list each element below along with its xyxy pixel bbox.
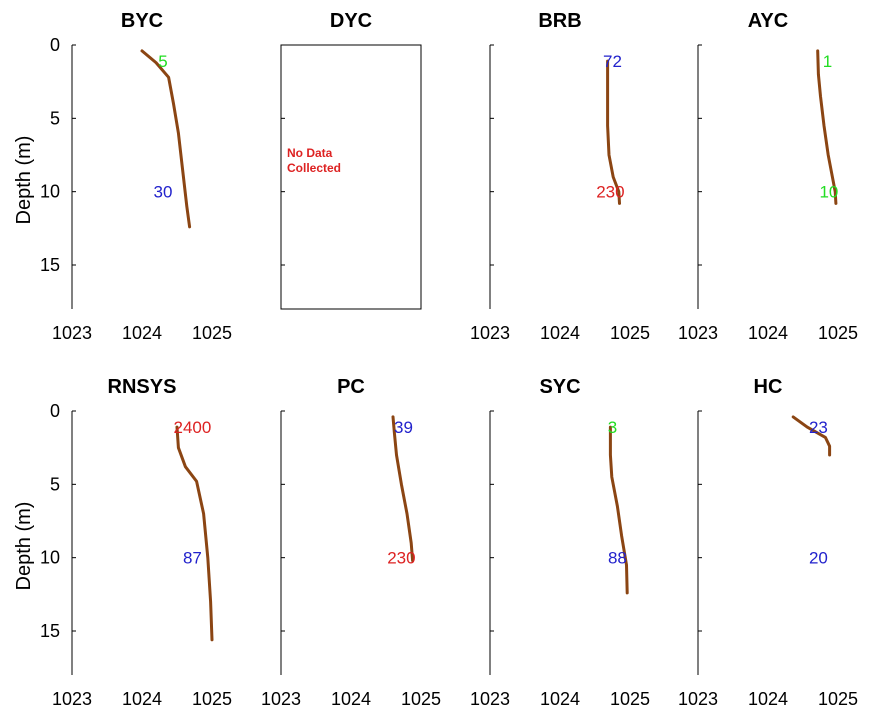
panel-brb: BRB 1023 1024 1025 72 230 [470, 10, 650, 343]
sample-annotation: 2400 [173, 418, 211, 437]
panel-title: PC [337, 376, 365, 398]
y-axis-label: Depth (m) [13, 136, 35, 225]
y-tick-label: 0 [50, 401, 60, 421]
panel-title: RNSYS [108, 376, 177, 398]
no-data-note: No Data [287, 146, 333, 160]
panel-pc: PC 1023 1024 1025 39 230 [261, 376, 441, 708]
panel-title: DYC [330, 10, 372, 32]
sample-annotation: 230 [387, 549, 415, 568]
sample-annotation: 88 [608, 549, 627, 568]
y-tick-label: 0 [50, 35, 60, 55]
panel-title: BRB [538, 10, 581, 32]
empty-axes-box [280, 44, 422, 310]
x-tick-label: 1025 [610, 689, 650, 708]
sample-annotation: 1 [823, 52, 832, 71]
sample-annotation: 39 [394, 418, 413, 437]
sample-annotation: 3 [608, 418, 617, 437]
x-tick-label: 1025 [818, 689, 858, 708]
x-tick-label: 1025 [610, 323, 650, 343]
panel-title: SYC [539, 376, 580, 398]
density-profile-line [140, 49, 192, 229]
y-tick-label: 10 [40, 548, 60, 568]
density-profile-line [608, 425, 629, 595]
x-tick-label: 1023 [52, 689, 92, 708]
density-profile-line [816, 49, 838, 205]
x-tick-label: 1023 [470, 689, 510, 708]
x-tick-label: 1023 [52, 323, 92, 343]
x-tick-label: 1024 [748, 689, 788, 708]
x-tick-label: 1025 [192, 689, 232, 708]
x-tick-label: 1024 [122, 689, 162, 708]
sample-annotation: 230 [596, 183, 624, 202]
density-profile-line [391, 415, 415, 563]
sample-annotation: 72 [603, 52, 622, 71]
panel-ayc: AYC 1023 1024 1025 1 10 [678, 10, 858, 343]
x-tick-label: 1024 [540, 689, 580, 708]
panel-rnsys: RNSYS 0 5 10 15 1023 1024 1025 Depth (m) 2400 87 [13, 376, 232, 708]
y-tick-label: 5 [50, 108, 60, 128]
panel-byc: BYC 0 5 10 15 1023 1024 1025 Depth (m) 5 30 [13, 10, 232, 343]
density-profile-line [606, 59, 621, 205]
x-tick-label: 1023 [261, 689, 301, 708]
y-tick-label: 15 [40, 621, 60, 641]
panel-syc: SYC 1023 1024 1025 3 88 [470, 376, 650, 708]
sample-annotation: 87 [183, 549, 202, 568]
density-profile-line [175, 425, 214, 642]
sample-annotation: 30 [154, 183, 173, 202]
no-data-note: Collected [287, 161, 341, 175]
x-tick-label: 1024 [331, 689, 371, 708]
x-tick-label: 1025 [818, 323, 858, 343]
panel-title: HC [754, 376, 783, 398]
y-axis-label: Depth (m) [13, 502, 35, 591]
x-tick-label: 1025 [192, 323, 232, 343]
density-profile-line [791, 415, 832, 457]
panel-hc: HC 1023 1024 1025 23 20 [678, 376, 858, 708]
x-tick-label: 1024 [540, 323, 580, 343]
panel-title: BYC [121, 10, 163, 32]
sample-annotation: 5 [158, 52, 167, 71]
sample-annotation: 20 [809, 549, 828, 568]
x-tick-label: 1023 [470, 323, 510, 343]
y-tick-label: 5 [50, 474, 60, 494]
x-tick-label: 1023 [678, 323, 718, 343]
x-tick-label: 1024 [748, 323, 788, 343]
sample-annotation: 23 [809, 418, 828, 437]
y-tick-label: 15 [40, 255, 60, 275]
x-tick-label: 1023 [678, 689, 718, 708]
x-tick-label: 1025 [401, 689, 441, 708]
x-tick-label: 1024 [122, 323, 162, 343]
sample-annotation: 10 [819, 183, 838, 202]
y-tick-label: 10 [40, 182, 60, 202]
panel-title: AYC [748, 10, 788, 32]
